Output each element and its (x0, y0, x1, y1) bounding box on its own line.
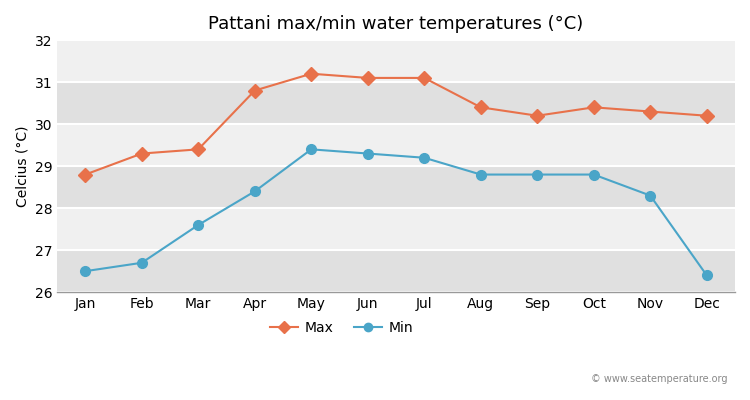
Text: © www.seatemperature.org: © www.seatemperature.org (591, 374, 728, 384)
Legend: Max, Min: Max, Min (264, 316, 419, 341)
Max (702, 113, 711, 118)
Min (476, 172, 485, 177)
Y-axis label: Celcius (°C): Celcius (°C) (15, 125, 29, 207)
Min (137, 260, 146, 265)
Min (420, 155, 429, 160)
Min (590, 172, 598, 177)
Title: Pattani max/min water temperatures (°C): Pattani max/min water temperatures (°C) (209, 15, 584, 33)
Min (702, 273, 711, 278)
Bar (57, 40, 735, 82)
Max (532, 113, 542, 118)
Min (363, 151, 372, 156)
Max (137, 151, 146, 156)
Bar (57, 250, 735, 292)
Max (420, 76, 429, 80)
Max (363, 76, 372, 80)
Max (476, 105, 485, 110)
Max (590, 105, 598, 110)
Bar (57, 208, 735, 250)
Min (646, 193, 655, 198)
Line: Max: Max (80, 69, 712, 180)
Min (251, 189, 260, 194)
Bar (57, 82, 735, 124)
Max (81, 172, 90, 177)
Max (307, 71, 316, 76)
Max (194, 147, 202, 152)
Min (81, 269, 90, 274)
Max (646, 109, 655, 114)
Line: Min: Min (80, 144, 712, 280)
Bar (57, 166, 735, 208)
Min (307, 147, 316, 152)
Min (194, 222, 202, 227)
Min (532, 172, 542, 177)
Bar (57, 124, 735, 166)
Max (251, 88, 260, 93)
